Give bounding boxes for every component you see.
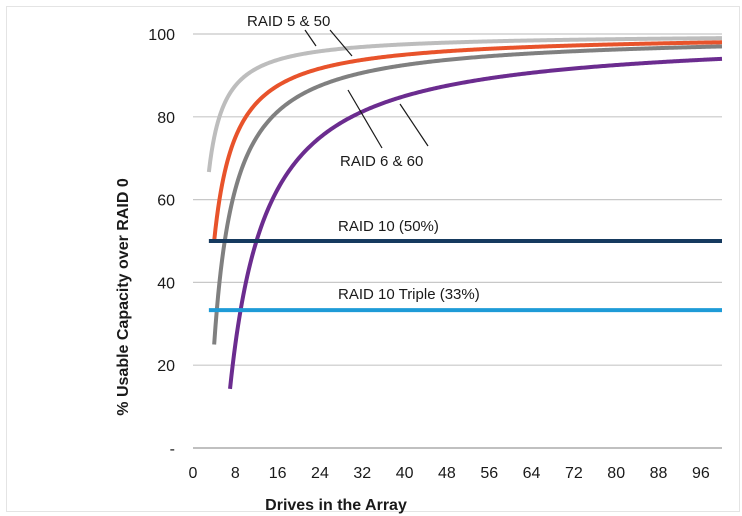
series-line-3 xyxy=(228,56,723,390)
series-line-0 xyxy=(206,36,723,173)
annotation-leader-2 xyxy=(347,89,383,149)
x-tick-label: 32 xyxy=(353,465,371,482)
y-tick-label: 20 xyxy=(157,358,175,375)
x-tick-label: 80 xyxy=(607,465,625,482)
y-tick-label: - xyxy=(170,441,175,458)
y-tick-label: 100 xyxy=(148,27,175,44)
x-tick-label: 56 xyxy=(480,465,498,482)
annotation-leaders xyxy=(304,29,429,149)
y-tick-label: 60 xyxy=(157,193,175,210)
series-line-2 xyxy=(212,44,723,345)
x-tick-label: 72 xyxy=(565,465,583,482)
gridlines xyxy=(193,33,722,449)
x-tick-label: 0 xyxy=(189,465,198,482)
x-tick-label: 64 xyxy=(523,465,541,482)
x-tick-labels: 0 8 16 24 32 40 48 56 64 72 80 88 96 xyxy=(189,465,710,482)
annotation-raid6: RAID 6 & 60 xyxy=(340,153,423,170)
x-tick-label: 96 xyxy=(692,465,710,482)
annotation-raid10: RAID 10 (50%) xyxy=(338,218,439,235)
annotation-leader-0 xyxy=(304,29,317,47)
y-tick-label: 40 xyxy=(157,275,175,292)
y-axis-title: % Usable Capacity over RAID 0 xyxy=(115,178,132,416)
y-tick-label: 80 xyxy=(157,110,175,127)
annotation-leader-1 xyxy=(329,29,353,57)
chart-frame xyxy=(6,6,740,512)
series-line-1 xyxy=(212,40,723,242)
series-lines xyxy=(206,36,723,390)
x-tick-label: 16 xyxy=(269,465,287,482)
annotation-raid10-triple: RAID 10 Triple (33%) xyxy=(338,286,480,303)
x-tick-label: 8 xyxy=(231,465,240,482)
x-tick-label: 24 xyxy=(311,465,329,482)
x-tick-label: 88 xyxy=(650,465,668,482)
x-tick-label: 40 xyxy=(396,465,414,482)
x-axis-title: Drives in the Array xyxy=(265,497,407,514)
y-tick-labels: - 20 40 60 80 100 xyxy=(148,27,175,458)
annotation-leader-3 xyxy=(399,103,429,147)
x-tick-label: 48 xyxy=(438,465,456,482)
annotation-raid5: RAID 5 & 50 xyxy=(247,13,330,30)
